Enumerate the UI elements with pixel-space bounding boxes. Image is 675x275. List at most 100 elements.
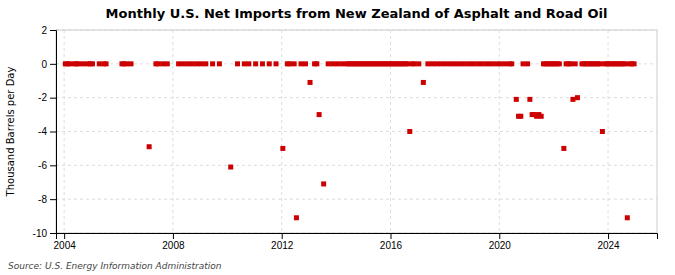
square-point xyxy=(274,61,279,66)
tick: -6 xyxy=(38,160,56,171)
tick-label: -8 xyxy=(38,194,47,205)
tick-label: -6 xyxy=(38,160,47,171)
square-point xyxy=(405,61,410,66)
square-point xyxy=(303,61,308,66)
tick-mark xyxy=(50,165,56,166)
square-point xyxy=(598,61,603,66)
tick: -10 xyxy=(33,228,56,239)
square-point xyxy=(509,61,514,66)
grid-line-x xyxy=(172,30,173,233)
square-point xyxy=(194,61,199,66)
axis-line xyxy=(57,234,658,240)
grid-line-x xyxy=(281,30,282,233)
tick-mark xyxy=(50,30,56,31)
axis-line xyxy=(50,31,57,234)
square-point xyxy=(292,61,297,66)
plot-frame xyxy=(56,30,657,233)
tick: 0 xyxy=(41,59,56,70)
square-point xyxy=(557,61,562,66)
square-point xyxy=(242,61,247,66)
square-point xyxy=(253,61,258,66)
square-point xyxy=(623,61,628,66)
tick: 2020 xyxy=(489,233,512,251)
square-point xyxy=(502,61,507,66)
grid-line-y xyxy=(56,199,657,200)
square-point xyxy=(81,61,86,66)
tick-label: 2016 xyxy=(380,240,403,251)
square-point xyxy=(321,181,326,186)
grid xyxy=(56,30,657,233)
tick-mark xyxy=(50,132,56,133)
tick-label: 2008 xyxy=(162,240,185,251)
square-point xyxy=(147,144,152,149)
square-point xyxy=(181,61,186,66)
tick-mark xyxy=(390,233,391,239)
tick-mark xyxy=(50,98,56,99)
tick-label: 2012 xyxy=(271,240,294,251)
square-point xyxy=(330,61,335,66)
square-point xyxy=(430,61,435,66)
square-point xyxy=(444,61,449,66)
square-point xyxy=(475,61,480,66)
square-point xyxy=(280,146,285,151)
square-point xyxy=(185,61,190,66)
square-point xyxy=(129,61,134,66)
square-point xyxy=(525,61,530,66)
square-point xyxy=(97,61,102,66)
square-point xyxy=(493,61,498,66)
tick-label: -10 xyxy=(33,228,48,239)
tick-mark xyxy=(50,199,56,200)
square-point xyxy=(190,61,195,66)
title: Monthly U.S. Net Imports from New Zealan… xyxy=(106,6,608,21)
square-point xyxy=(67,61,72,66)
tick-mark xyxy=(50,64,56,65)
square-point xyxy=(228,165,233,170)
square-point xyxy=(484,61,489,66)
square-point xyxy=(625,215,630,220)
square-point xyxy=(407,129,412,134)
square-point xyxy=(294,215,299,220)
square-point xyxy=(335,61,340,66)
square-point xyxy=(453,61,458,66)
grid-line-x xyxy=(390,30,391,233)
tick: 2008 xyxy=(162,233,185,251)
grid-line-x xyxy=(608,30,609,233)
grid-line-y xyxy=(56,97,657,98)
square-point xyxy=(573,61,578,66)
square-point xyxy=(439,61,444,66)
x-axis: 2004 2008 2012 2016 2020 2024 xyxy=(54,233,658,251)
square-point xyxy=(90,61,95,66)
square-point xyxy=(448,61,453,66)
square-point xyxy=(434,61,439,66)
tick-mark xyxy=(173,233,174,239)
square-point xyxy=(246,61,251,66)
square-point xyxy=(539,114,544,119)
tick: -8 xyxy=(38,194,56,205)
tick: 2016 xyxy=(380,233,403,251)
tick-mark xyxy=(608,233,609,239)
square-point xyxy=(568,61,573,66)
square-point xyxy=(326,61,331,66)
tick: 2004 xyxy=(54,233,77,251)
tick-mark xyxy=(282,233,283,239)
tick: -2 xyxy=(38,92,56,103)
square-point xyxy=(561,146,566,151)
tick-label: 2024 xyxy=(597,240,620,251)
square-point xyxy=(600,129,605,134)
square-point xyxy=(308,80,313,85)
square-point xyxy=(480,61,485,66)
square-point xyxy=(210,61,215,66)
square-point xyxy=(124,61,129,66)
square-point xyxy=(462,61,467,66)
tick: -4 xyxy=(38,126,56,137)
tick: 2012 xyxy=(271,233,294,251)
grid-line-y xyxy=(56,165,657,166)
tick-label: -4 xyxy=(38,126,47,137)
square-point xyxy=(527,97,532,102)
square-point xyxy=(466,61,471,66)
y-axis-title: Thousand Barrels per Day xyxy=(5,67,16,198)
tick-label: -2 xyxy=(38,92,47,103)
tick: 2 xyxy=(41,25,56,36)
tick-mark xyxy=(499,233,500,239)
square-point xyxy=(514,97,519,102)
